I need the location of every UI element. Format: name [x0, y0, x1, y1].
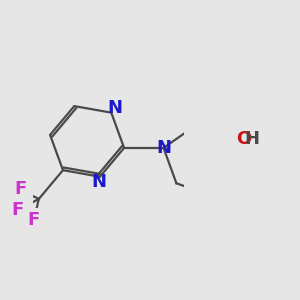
Text: H: H [245, 130, 260, 148]
Text: F: F [14, 180, 26, 198]
Text: N: N [91, 173, 106, 191]
Text: O: O [236, 130, 251, 148]
Text: N: N [156, 139, 171, 157]
Text: F: F [28, 211, 40, 229]
Text: N: N [107, 99, 122, 117]
Text: F: F [11, 201, 24, 219]
